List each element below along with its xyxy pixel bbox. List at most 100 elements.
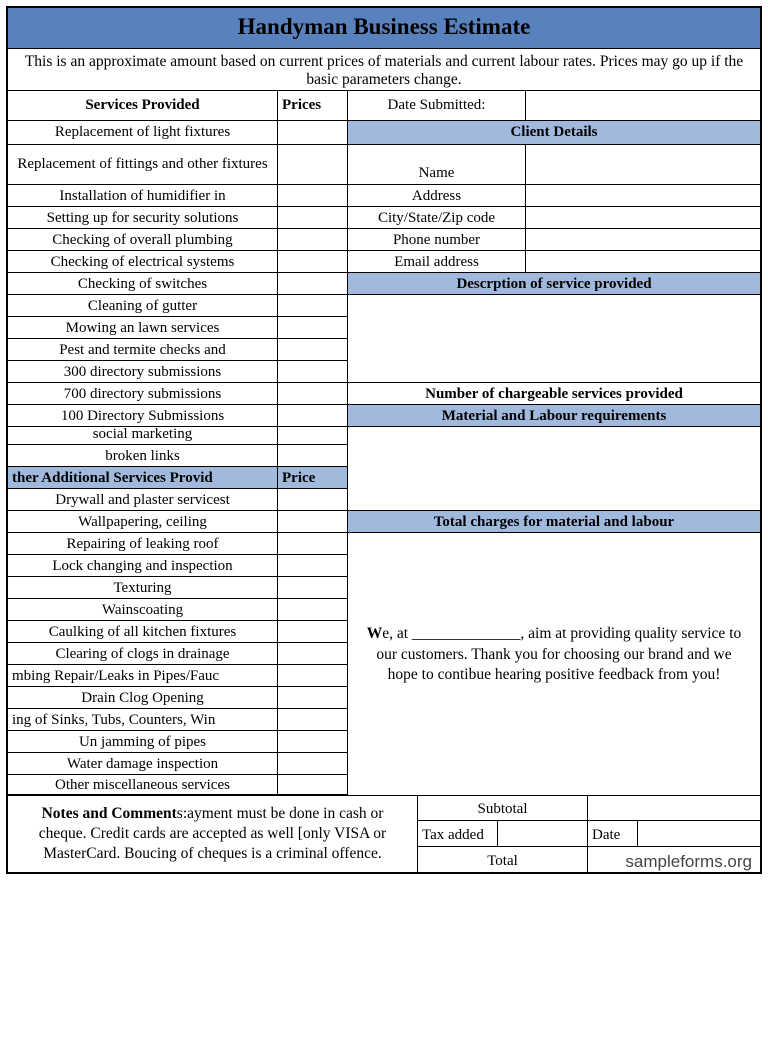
chargeable-header: Number of chargeable services provided <box>348 383 760 405</box>
service-row: social marketing <box>8 427 278 445</box>
form-title: Handyman Business Estimate <box>8 8 760 49</box>
price-cell[interactable] <box>278 709 348 731</box>
price-cell[interactable] <box>278 621 348 643</box>
addl-service-row: Other miscellaneous services <box>8 775 278 795</box>
addl-service-row: Repairing of leaking roof <box>8 533 278 555</box>
price-cell[interactable] <box>278 251 348 273</box>
price-cell[interactable] <box>278 185 348 207</box>
client-address-label: Address <box>348 185 526 207</box>
price-cell[interactable] <box>278 555 348 577</box>
price-cell[interactable] <box>278 317 348 339</box>
service-row: 100 Directory Submissions <box>8 405 278 427</box>
client-city-value[interactable] <box>526 207 760 229</box>
client-details-header: Client Details <box>348 121 760 145</box>
client-phone-label: Phone number <box>348 229 526 251</box>
service-row: Pest and termite checks and <box>8 339 278 361</box>
price-cell[interactable] <box>278 121 348 145</box>
addl-service-row: Caulking of all kitchen fixtures <box>8 621 278 643</box>
total-value[interactable] <box>588 847 760 872</box>
addl-service-row: Wallpapering, ceiling <box>8 511 278 533</box>
credit-body-text: e, at ______________, aim at providing q… <box>376 625 741 684</box>
credit-text: We, at ______________, aim at providing … <box>348 533 760 795</box>
service-row: 300 directory submissions <box>8 361 278 383</box>
price-cell[interactable] <box>278 533 348 555</box>
addl-service-row: Drywall and plaster servicest <box>8 489 278 511</box>
price-cell[interactable] <box>278 665 348 687</box>
addl-service-row: Un jamming of pipes <box>8 731 278 753</box>
price-cell[interactable] <box>278 339 348 361</box>
price-cell[interactable] <box>278 687 348 709</box>
addl-service-row: Clearing of clogs in drainage <box>8 643 278 665</box>
service-row: Cleaning of gutter <box>8 295 278 317</box>
price-cell[interactable] <box>278 731 348 753</box>
addl-service-row: Lock changing and inspection <box>8 555 278 577</box>
date-label: Date <box>588 821 638 846</box>
notes-label: Notes and Comment <box>42 805 177 822</box>
service-row: broken links <box>8 445 278 467</box>
description-box[interactable] <box>348 295 760 383</box>
client-email-value[interactable] <box>526 251 760 273</box>
service-row: Installation of humidifier in <box>8 185 278 207</box>
client-city-label: City/State/Zip code <box>348 207 526 229</box>
date-submitted-value[interactable] <box>526 91 760 121</box>
footer-row: Notes and Comments:ayment must be done i… <box>8 795 760 872</box>
addl-service-row: mbing Repair/Leaks in Pipes/Fauc <box>8 665 278 687</box>
estimate-form: Handyman Business Estimate This is an ap… <box>6 6 762 874</box>
service-row: Replacement of light fixtures <box>8 121 278 145</box>
addl-price-header: Price <box>278 467 348 489</box>
addl-service-row: Texturing <box>8 577 278 599</box>
price-cell[interactable] <box>278 229 348 251</box>
left-column: Services Provided Prices Replacement of … <box>8 91 348 795</box>
addl-service-row: ing of Sinks, Tubs, Counters, Win <box>8 709 278 731</box>
price-cell[interactable] <box>278 427 348 445</box>
addl-services-header: ther Additional Services Provid <box>8 467 278 489</box>
date-value[interactable] <box>638 821 760 846</box>
material-box[interactable] <box>348 427 760 511</box>
subtotal-label: Subtotal <box>418 796 588 821</box>
service-row: Checking of electrical systems <box>8 251 278 273</box>
client-address-value[interactable] <box>526 185 760 207</box>
price-cell[interactable] <box>278 489 348 511</box>
price-cell[interactable] <box>278 775 348 795</box>
services-header: Services Provided <box>8 91 278 121</box>
price-cell[interactable] <box>278 599 348 621</box>
material-header: Material and Labour requirements <box>348 405 760 427</box>
price-cell[interactable] <box>278 207 348 229</box>
total-charges-header: Total charges for material and labour <box>348 511 760 533</box>
prices-header: Prices <box>278 91 348 121</box>
price-cell[interactable] <box>278 295 348 317</box>
total-label: Total <box>418 847 588 872</box>
service-row: Replacement of fittings and other fixtur… <box>8 145 278 185</box>
subtotal-value[interactable] <box>588 796 760 821</box>
service-row: Checking of switches <box>8 273 278 295</box>
price-cell[interactable] <box>278 273 348 295</box>
addl-service-row: Water damage inspection <box>8 753 278 775</box>
price-cell[interactable] <box>278 643 348 665</box>
addl-service-row: Drain Clog Opening <box>8 687 278 709</box>
notes-box: Notes and Comments:ayment must be done i… <box>8 796 418 872</box>
price-cell[interactable] <box>278 361 348 383</box>
form-subtitle: This is an approximate amount based on c… <box>8 49 760 91</box>
tax-label: Tax added <box>418 821 498 846</box>
service-row: Mowing an lawn services <box>8 317 278 339</box>
client-phone-value[interactable] <box>526 229 760 251</box>
client-name-label: Name <box>348 145 526 185</box>
price-cell[interactable] <box>278 383 348 405</box>
price-cell[interactable] <box>278 405 348 427</box>
price-cell[interactable] <box>278 145 348 185</box>
price-cell[interactable] <box>278 753 348 775</box>
price-cell[interactable] <box>278 511 348 533</box>
tax-value[interactable] <box>498 821 588 846</box>
addl-service-row: Wainscoating <box>8 599 278 621</box>
main-grid: Services Provided Prices Replacement of … <box>8 91 760 795</box>
service-row: Checking of overall plumbing <box>8 229 278 251</box>
right-column: Date Submitted: Client Details Name Addr… <box>348 91 760 795</box>
price-cell[interactable] <box>278 445 348 467</box>
service-row: Setting up for security solutions <box>8 207 278 229</box>
credit-prefix: W <box>367 625 383 642</box>
service-row: 700 directory submissions <box>8 383 278 405</box>
totals-box: Subtotal Tax added Date Total <box>418 796 760 872</box>
date-submitted-label: Date Submitted: <box>348 91 526 121</box>
client-name-value[interactable] <box>526 145 760 185</box>
price-cell[interactable] <box>278 577 348 599</box>
